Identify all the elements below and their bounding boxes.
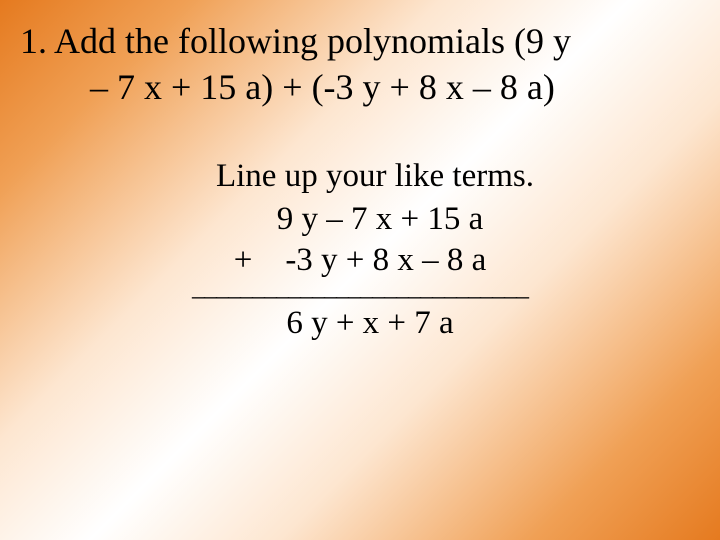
- divider-underline: ____________________________: [0, 279, 720, 295]
- slide-background: 1. Add the following polynomials (9 y – …: [0, 0, 720, 540]
- work-block: Line up your like terms. 9 y – 7 x + 15 …: [0, 158, 720, 342]
- question-line-2: – 7 x + 15 a) + (-3 y + 8 x – 8 a): [20, 66, 700, 108]
- question-line-1: 1. Add the following polynomials (9 y: [20, 20, 700, 62]
- expression-1: 9 y – 7 x + 15 a: [0, 201, 720, 238]
- answer-text: 6 y + x + 7 a: [0, 305, 720, 342]
- question-block: 1. Add the following polynomials (9 y – …: [0, 20, 720, 108]
- instruction-text: Line up your like terms.: [0, 158, 720, 195]
- slide-content: 1. Add the following polynomials (9 y – …: [0, 0, 720, 540]
